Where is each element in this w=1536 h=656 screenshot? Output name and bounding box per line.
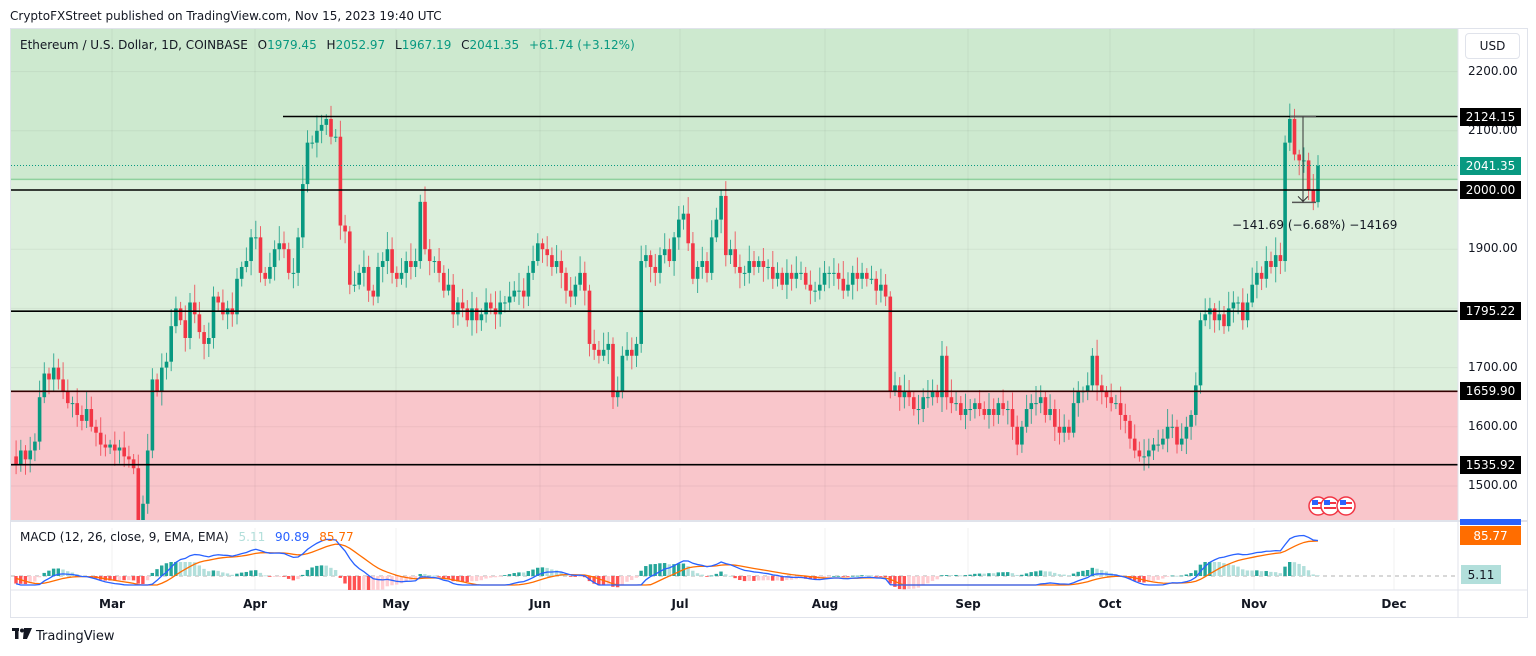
level-price-tag: 1659.90 [1460,382,1521,401]
macd-line-tag [1460,519,1521,525]
time-tick: Jul [671,597,689,611]
time-tick: Jun [529,597,551,611]
time-tick: Nov [1240,597,1268,611]
tradingview-logo[interactable]: TradingView [12,628,115,644]
high-label: H [326,38,336,52]
low-label: L [395,38,402,52]
low-value: 1967.19 [401,38,452,52]
time-tick: Aug [811,597,839,611]
high-value: 2052.97 [335,38,386,52]
macd-signal-value: 85.77 [319,530,354,544]
time-tick: Mar [99,597,125,611]
macd-line-value: 90.89 [275,530,310,544]
zone-upper-green [11,29,1458,180]
close-value: 2041.35 [469,38,520,52]
price-tick: 1900.00 [1468,241,1518,256]
zone-lower-green [11,179,1458,392]
measure-label: −141.69 (−6.68%) −14169 [1232,218,1398,232]
level-price-tag: 2000.00 [1460,181,1521,199]
symbol-legend: Ethereum / U.S. Dollar, 1D, COINBASE O19… [20,38,635,52]
time-tick: May [382,597,410,611]
open-label: O [257,38,268,52]
macd-legend: MACD (12, 26, close, 9, EMA, EMA) 5.11 9… [20,530,354,544]
chart-frame [10,28,1528,618]
tradingview-brand: TradingView [36,628,115,644]
close-label: C [461,38,470,52]
time-tick: Oct [1098,597,1122,611]
price-tick: 1700.00 [1468,359,1518,374]
us-event-flag-icon [1336,496,1356,516]
last-price-tag: 2041.35 [1460,156,1521,175]
price-tick: 2200.00 [1468,63,1518,78]
zone-red [11,391,1458,520]
level-price-tag: 1535.92 [1460,455,1521,474]
price-tick: 2100.00 [1468,122,1518,137]
level-price-tag: 2124.15 [1460,107,1521,126]
open-value: 1979.45 [267,38,317,52]
time-tick: Sep [955,597,981,611]
time-tick: Apr [243,597,267,611]
price-tick: 1600.00 [1468,418,1518,433]
symbol-title: Ethereum / U.S. Dollar, 1D, COINBASE [20,38,248,52]
macd-histogram-tag: 5.11 [1461,565,1501,584]
macd-title: MACD (12, 26, close, 9, EMA, EMA) [20,530,229,544]
candles [14,103,1320,520]
published-caption: CryptoFXStreet published on TradingView.… [10,9,442,23]
time-tick: Dec [1381,597,1407,611]
change-value: +61.74 (+3.12%) [529,38,635,52]
macd-line [15,534,1319,586]
macd-signal-line [15,540,1319,586]
price-tick: 1500.00 [1468,478,1518,492]
currency-button[interactable]: USD [1465,33,1520,59]
macd-histogram-value: 5.11 [238,530,266,544]
tradingview-mark-icon [12,628,32,644]
level-price-tag: 1795.22 [1460,302,1521,321]
macd-signal-tag: 85.77 [1460,526,1521,545]
